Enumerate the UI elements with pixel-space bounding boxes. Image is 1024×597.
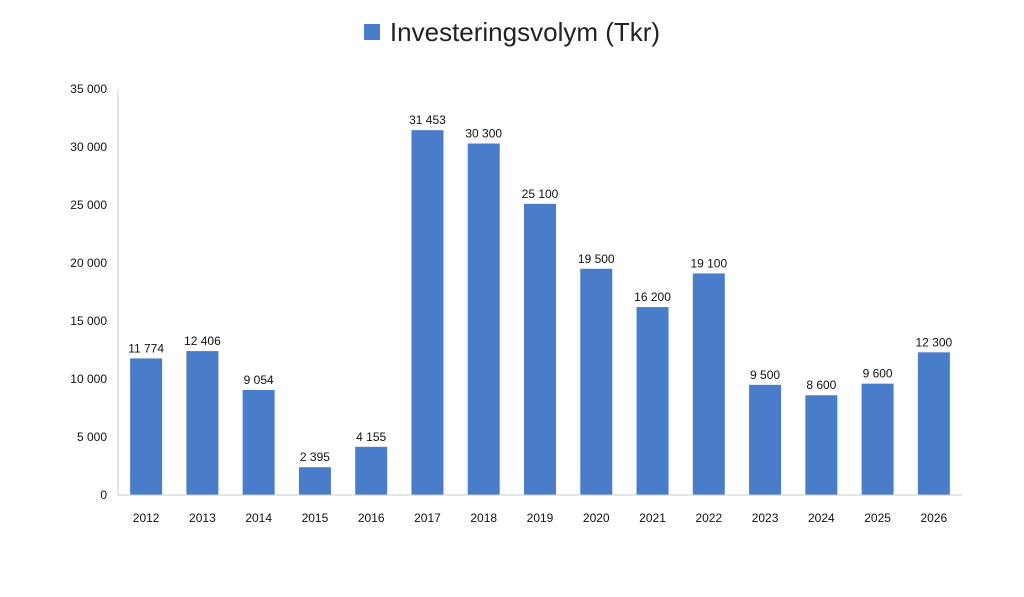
bar-2015	[298, 467, 331, 495]
bar-2013	[186, 351, 219, 495]
chart-legend: Investeringsvolym (Tkr)	[0, 12, 1024, 52]
x-tick-label-2023: 2023	[752, 511, 779, 525]
bar-2024	[805, 395, 838, 495]
data-label-2016: 4 155	[356, 430, 386, 444]
y-tick-label: 35 000	[70, 82, 107, 96]
data-label-2013: 12 406	[184, 334, 221, 348]
x-tick-label-2014: 2014	[245, 511, 272, 525]
x-tick-label-2013: 2013	[189, 511, 216, 525]
data-label-2023: 9 500	[750, 368, 780, 382]
data-label-2018: 30 300	[465, 127, 502, 141]
bar-2019	[524, 203, 556, 495]
x-tick-label-2018: 2018	[470, 511, 497, 525]
y-axis-labels: 0 5 000 10 000 15 000 20 000 25 000 30 000 35 0…	[70, 82, 107, 502]
legend-label: Investeringsvolym (Tkr)	[389, 16, 661, 47]
legend-swatch	[363, 24, 380, 40]
bar-2020	[580, 268, 613, 495]
data-label-2022: 19 100	[690, 256, 727, 270]
bar-2026	[917, 352, 950, 495]
x-tick-label-2016: 2016	[358, 511, 385, 525]
data-label-2019: 25 100	[522, 187, 559, 201]
data-label-2020: 19 500	[578, 252, 615, 266]
data-label-2014: 9 054	[244, 373, 274, 387]
y-tick-label: 0	[100, 488, 107, 502]
x-tick-label-2021: 2021	[639, 511, 666, 525]
data-label-2017: 31 453	[409, 113, 446, 127]
y-tick-label: 30 000	[70, 140, 107, 154]
x-tick-label-2017: 2017	[414, 511, 441, 525]
data-label-2012: 11 774	[128, 341, 164, 355]
data-labels: 11 774 12 406 9 054 2 395 4 155 31 453 30 300 2…	[128, 113, 952, 464]
bars	[130, 130, 950, 495]
y-tick-label: 20 000	[70, 256, 107, 270]
x-tick-label-2012: 2012	[133, 511, 160, 525]
y-tick-label: 15 000	[70, 314, 107, 328]
x-tick-label-2025: 2025	[864, 511, 891, 525]
x-tick-label-2024: 2024	[808, 511, 835, 525]
bar-2017	[411, 130, 444, 495]
y-tick-label: 5 000	[77, 430, 107, 444]
bar-2023	[749, 384, 782, 495]
bar-2018	[467, 143, 500, 495]
bar-2016	[355, 446, 388, 495]
x-tick-label-2015: 2015	[302, 511, 329, 525]
bar-2022	[692, 273, 725, 495]
data-label-2024: 8 600	[806, 378, 836, 392]
x-axis-labels: 2012 2013 2014 2015 2016 2017 2018 2019 2020 2021…	[133, 511, 948, 525]
data-label-2025: 9 600	[863, 367, 893, 381]
bar-2021	[636, 307, 669, 495]
y-tick-label: 25 000	[70, 198, 107, 212]
x-tick-label-2020: 2020	[583, 511, 610, 525]
bar-2014	[242, 389, 275, 495]
data-label-2021: 16 200	[634, 290, 671, 304]
x-tick-label-2026: 2026	[921, 511, 948, 525]
bar-2025	[861, 383, 894, 495]
x-tick-label-2019: 2019	[527, 511, 554, 525]
y-tick-label: 10 000	[70, 372, 107, 386]
data-label-2026: 12 300	[916, 335, 953, 349]
bar-2012	[130, 358, 163, 495]
data-label-2015: 2 395	[300, 450, 330, 464]
x-tick-label-2022: 2022	[695, 511, 722, 525]
